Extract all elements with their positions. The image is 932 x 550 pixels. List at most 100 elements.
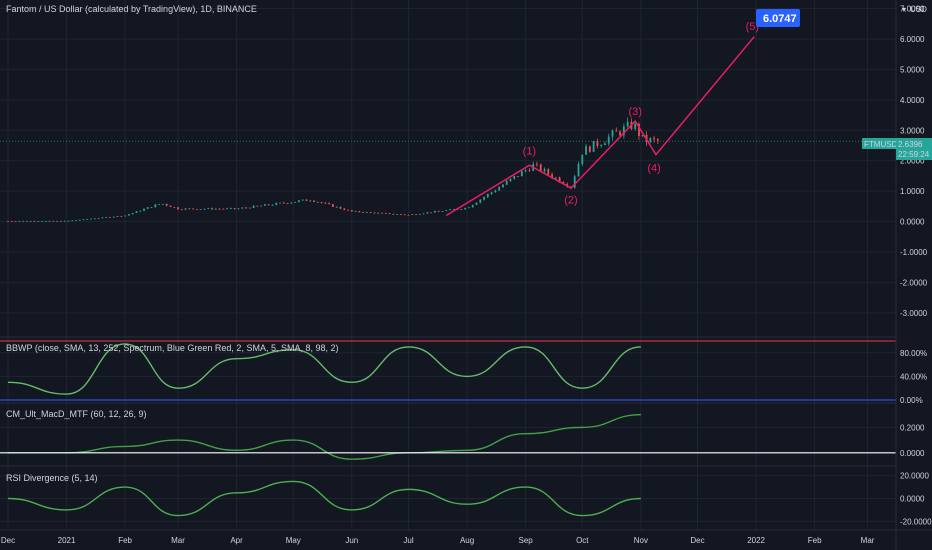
candle-body [279,202,281,204]
wave-label: (3) [628,106,641,118]
candle-body [505,180,508,185]
candle-body [48,220,51,222]
candle-body [131,212,134,215]
candle-body [350,210,353,212]
candle-body [143,208,145,211]
candle-body [301,199,304,201]
candle-body [539,164,542,172]
candle-body [479,199,482,203]
candle-body [75,220,77,221]
candle-body [332,204,334,207]
candle-body [230,208,232,209]
candle-body [150,207,153,209]
candle-body [475,202,478,205]
x-tick-label: Mar [861,536,875,545]
candle-body [434,211,436,213]
candle-body [347,209,349,211]
candle-body [494,190,497,193]
candle-body [101,217,104,219]
candle-body [328,203,331,205]
candle-body [298,200,300,202]
candle-body [44,220,47,222]
candle-body [112,216,115,218]
candle-body [611,130,614,137]
candle-body [520,171,523,177]
candle-body [554,177,557,179]
candle-body [22,220,25,222]
x-tick-label: Oct [576,536,589,545]
candle-body [264,204,266,206]
target-label: 6.0747 [763,13,797,25]
last-price-tag: FTMUSD 2.6396 22:59:24 [862,138,932,160]
candle-body [211,208,213,210]
candle-body [128,214,130,216]
candle-body [524,170,527,172]
candle-body [25,220,28,222]
candle-body [7,220,9,222]
candle-body [377,212,380,214]
candle-body [381,212,383,214]
candle-body [97,218,100,219]
candle-body [63,220,66,222]
candle-body [468,207,470,209]
candle-body [573,176,576,188]
x-tick-label: Dec [690,536,704,545]
candle-body [59,220,62,222]
x-tick-label: Dec [1,536,15,545]
candle-body [294,201,297,203]
candle-body [173,207,176,208]
candle-body [452,209,455,210]
candle-body [392,213,395,215]
candle-body [146,207,149,209]
candle-body [619,131,621,136]
target-callout[interactable]: 6.0747 [756,9,800,27]
candle-body [547,169,550,175]
candle-body [588,146,591,152]
candle-body [93,218,96,220]
candle-body [592,140,595,152]
candle-body [116,216,119,217]
candle-body [449,209,451,211]
x-tick-label: 2022 [747,536,765,545]
candle-body [528,170,531,171]
candle-body [78,219,81,221]
candle-body [207,208,210,209]
pane-y-tick-label: 0.0000 [900,495,925,504]
candle-body [309,200,312,202]
candle-body [67,220,70,222]
candle-body [543,169,546,172]
candle-body [169,205,172,208]
x-tick-label: Nov [634,536,648,545]
y-tick-label: 0.0000 [900,218,925,227]
y-tick-label: -1.0000 [900,248,928,257]
wave-path [445,36,755,217]
candle-body [245,207,247,209]
currency-label: USD [910,5,927,14]
indicator-line [7,480,641,517]
candle-body [354,211,357,213]
candle-body [638,123,640,136]
candle-body [124,215,127,217]
candle-body [343,208,346,210]
candle-body [29,220,32,222]
candle-body [56,220,59,222]
candle-body [509,178,512,181]
candle-body [135,211,138,213]
indicator-line [7,343,641,395]
candle-body [71,220,74,222]
candle-body [233,208,236,209]
candle-body [339,206,342,209]
x-tick-label: Apr [230,536,243,545]
candle-body [222,208,225,210]
currency-button[interactable]: ▾ USD [902,5,927,14]
candle-body [90,218,93,220]
y-tick-label: -3.0000 [900,309,928,318]
rsi-title: RSI Divergence (5, 14) [6,473,98,483]
pane-y-tick-label: 20.0000 [900,472,929,481]
candle-body [10,220,13,222]
candle-body [634,123,637,129]
candle-body [471,204,474,208]
candle-body [626,121,629,127]
